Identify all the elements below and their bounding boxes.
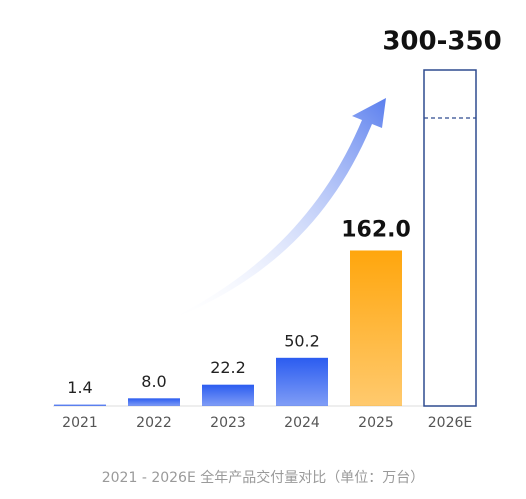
trend-arrow [165, 98, 386, 322]
value-label: 8.0 [141, 372, 166, 391]
forecast-label: 300-350 [382, 27, 501, 57]
caption: 2021 - 2026E 全年产品交付量对比（单位：万台） [102, 469, 425, 486]
bar [128, 398, 180, 406]
x-tick-label: 2022 [136, 415, 172, 431]
forecast-bar [423, 69, 477, 407]
value-label: 22.2 [210, 358, 246, 377]
bar [350, 250, 402, 406]
bar [54, 404, 106, 406]
value-label: 1.4 [67, 378, 92, 397]
value-label: 50.2 [284, 331, 320, 350]
x-tick-label: 2026E [428, 415, 472, 431]
bar [202, 384, 254, 406]
value-label: 162.0 [341, 217, 411, 242]
x-tick-label: 2024 [284, 415, 320, 431]
bar [276, 357, 328, 406]
x-tick-label: 2025 [358, 415, 394, 431]
x-tick-label: 2021 [62, 415, 98, 431]
x-tick-label: 2023 [210, 415, 246, 431]
